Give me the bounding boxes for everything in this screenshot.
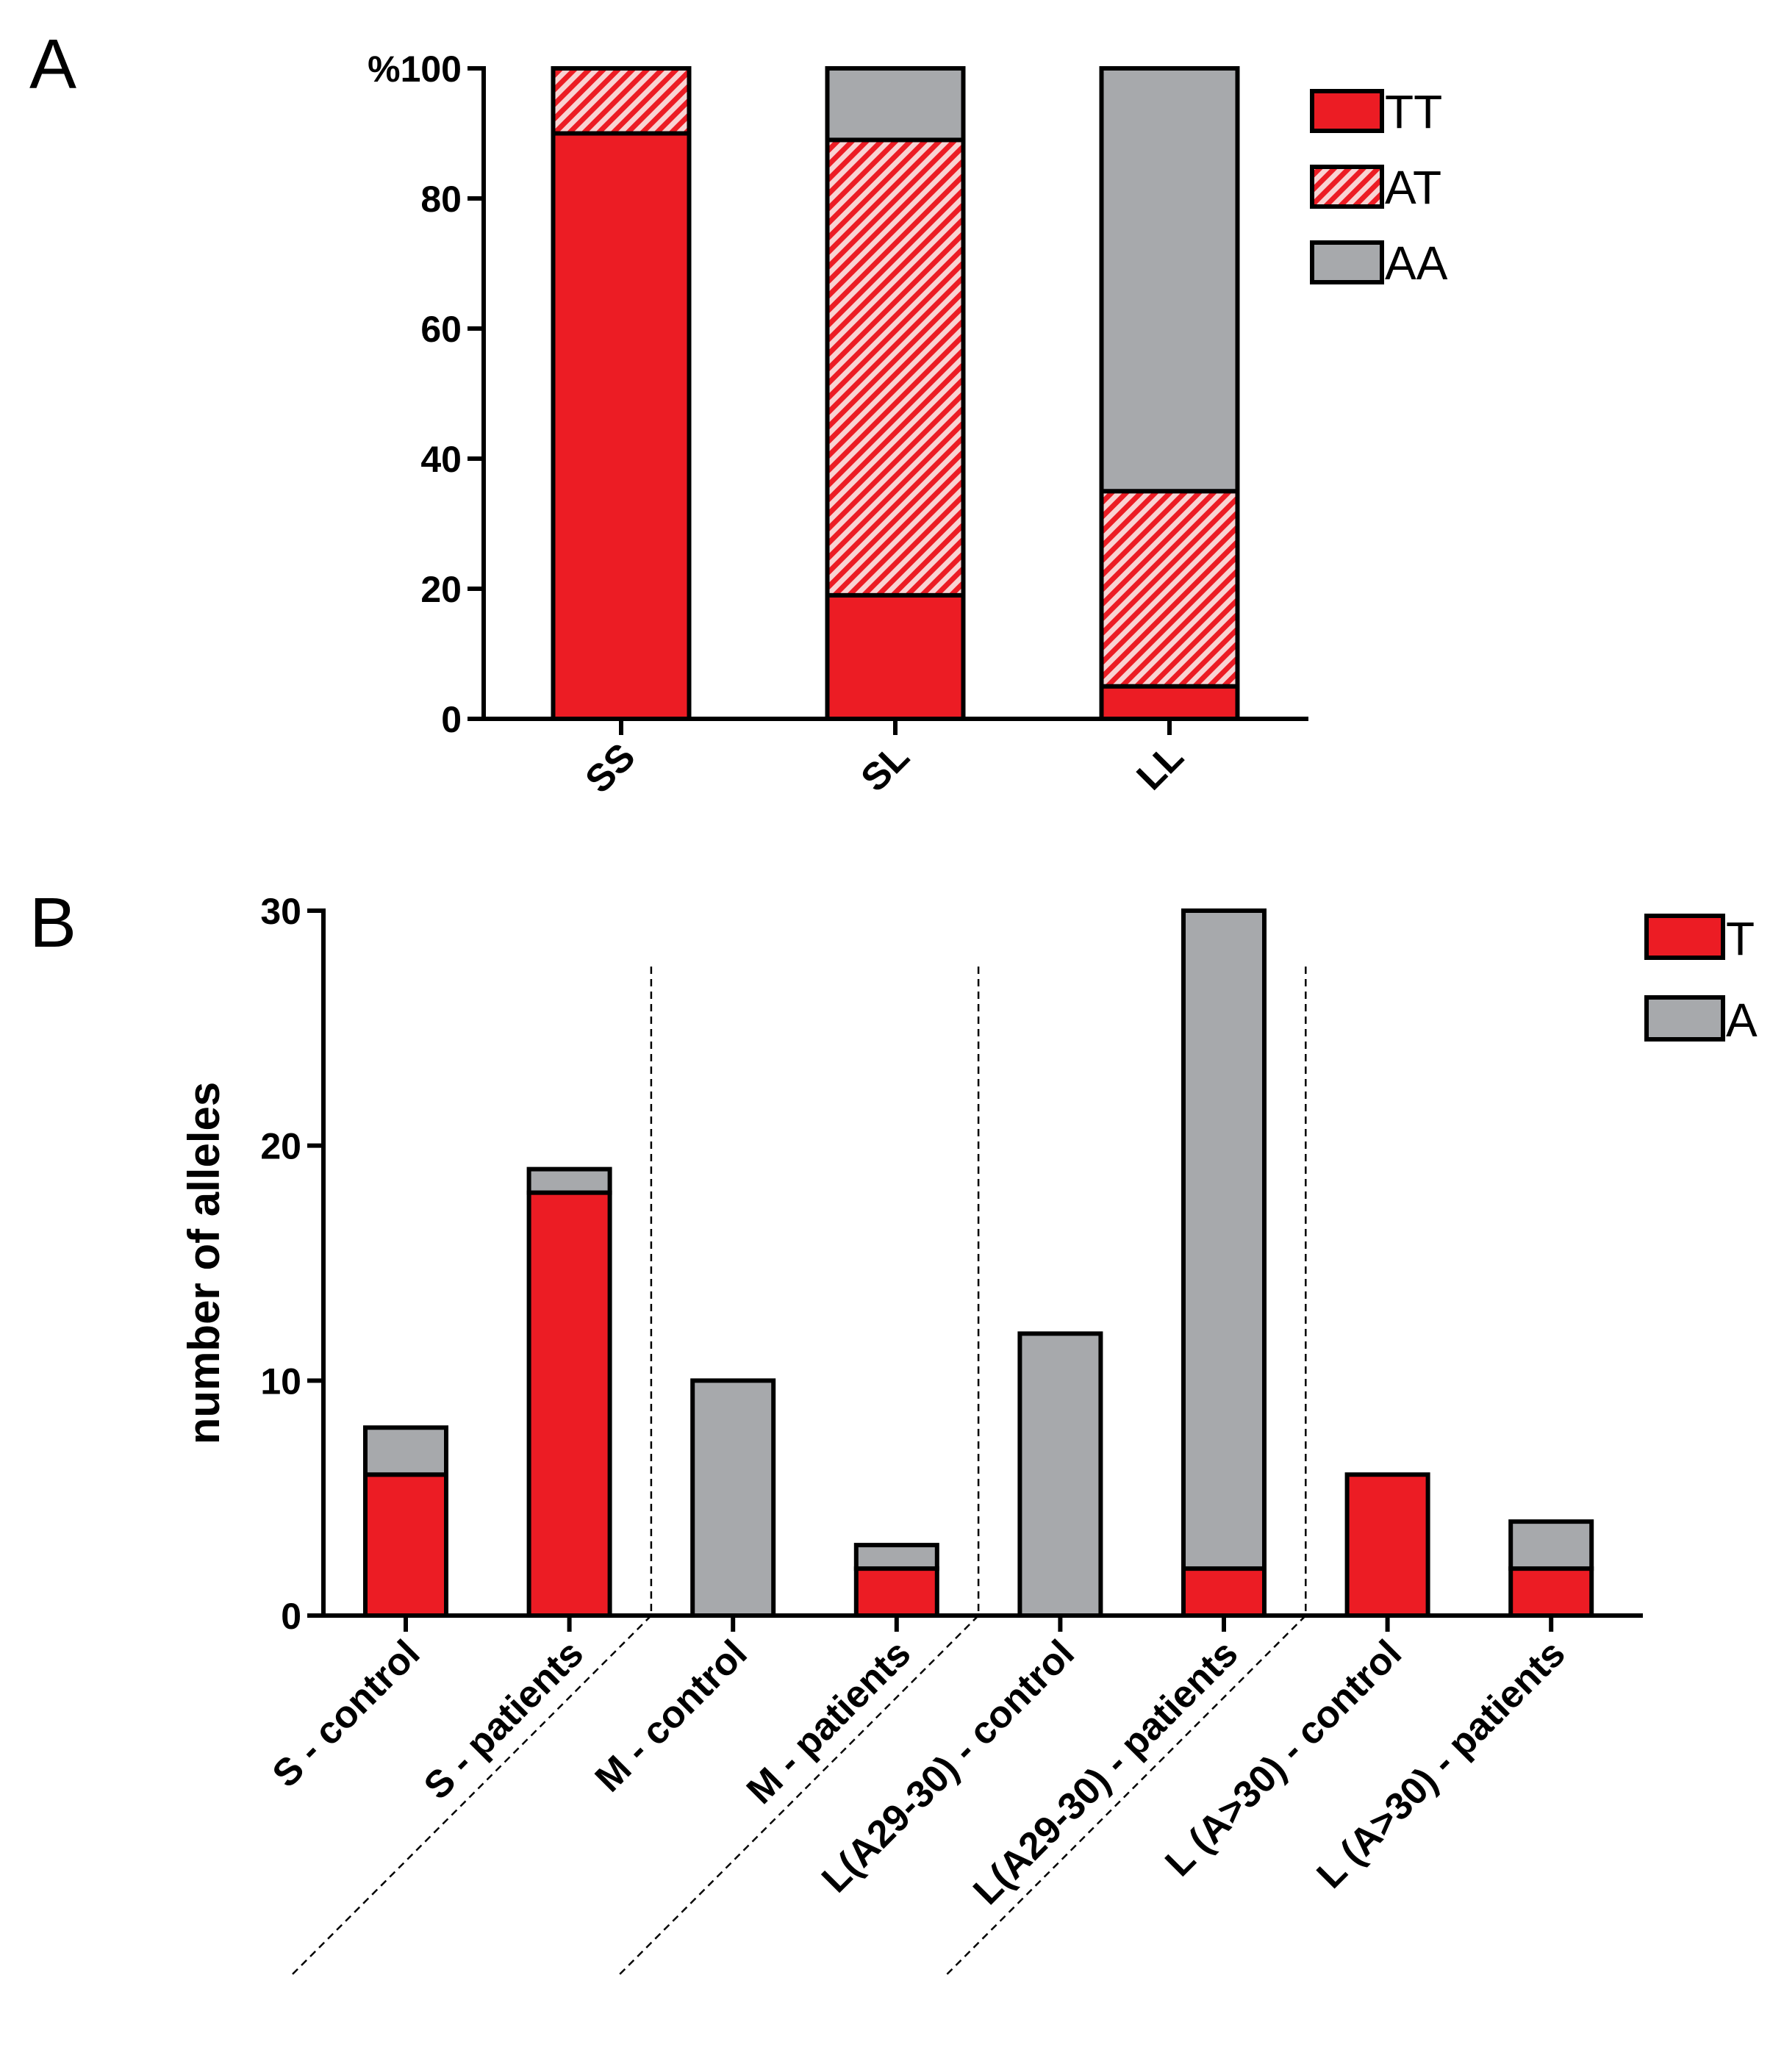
bar-s-control-t [363,1472,448,1618]
x-tick-label-ss: SS [577,735,643,801]
group-divider-diagonal-3 [945,1615,1307,1976]
y-tick-label: 30 [260,891,301,932]
y-tick-label: 20 [420,569,462,610]
bar-l-a-30-patients-t [1508,1566,1594,1618]
x-tick-label-l-a29-30-patients: L(A29-30) - patients [965,1632,1246,1913]
group-divider-diagonal-1 [290,1615,652,1976]
group-divider-diagonal-2 [617,1615,979,1976]
legend-swatch-t [1644,914,1725,960]
legend-label-t: T [1726,912,1755,965]
legend-label-a: A [1726,994,1758,1047]
bar-ss-at [551,66,692,136]
bar-sl-at [825,137,966,598]
bar-ss-tt [551,131,692,721]
x-tick-label-s-patients: S - patients [416,1632,592,1807]
legend-label-at: AT [1385,161,1441,214]
bar-l-a-30-patients-a [1508,1519,1594,1571]
legend-label-tt: TT [1385,85,1442,138]
y-tick-label: %100 [368,49,462,90]
bar-l-a-30-control-t [1344,1472,1430,1618]
bar-sl-aa [825,66,966,143]
bar-m-control-a [690,1378,776,1618]
legend-label-aa: AA [1385,237,1448,290]
bar-ll-aa [1099,66,1240,494]
y-tick-label: 40 [420,439,462,480]
legend-swatch-aa [1310,240,1384,284]
bar-ll-at [1099,489,1240,689]
bar-s-patients-t [526,1190,612,1618]
y-tick-label: 0 [281,1596,301,1637]
bar-ll-tt [1099,684,1240,721]
bar-l-a29-30-patients-t [1181,1566,1267,1618]
chart-a: 0 20 40 60 80 %100 SS SL LL TT AT AA [368,49,1448,802]
bar-sl-tt [825,592,966,721]
y-tick-label: 20 [260,1126,301,1167]
x-tick-label-sl: SL [853,735,917,800]
x-tick-label-ll: LL [1129,735,1192,798]
bar-l-a29-30-control-a [1017,1331,1103,1618]
panel-b-label: B [29,883,76,962]
y-tick-label: 60 [420,309,462,350]
x-tick-label-m-control: M - control [587,1632,756,1800]
bar-l-a29-30-patients-a [1181,908,1267,1571]
y-tick-label: 10 [260,1361,301,1402]
panel-a-label: A [29,25,76,104]
bar-m-patients-a [853,1543,939,1571]
legend-swatch-a [1644,995,1725,1042]
legend-swatch-tt [1310,89,1384,133]
y-tick-label: 80 [420,179,462,220]
x-tick-label-m-patients: M - patients [739,1632,919,1812]
bar-s-control-a [363,1425,448,1477]
y-axis-title: number of alleles [179,1082,229,1444]
legend-swatch-at [1310,165,1384,209]
x-tick-label-s-control: S - control [265,1632,429,1796]
y-tick-label: 0 [441,699,462,740]
bar-m-patients-t [853,1566,939,1618]
bar-s-patients-a [526,1166,612,1195]
